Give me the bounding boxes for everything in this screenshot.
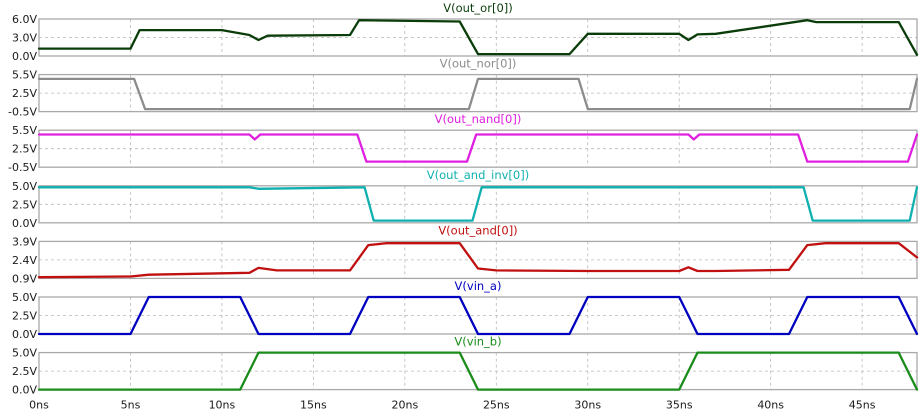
y-tick-label: 0.9V	[12, 272, 37, 285]
y-tick-label: 5.0V	[12, 291, 37, 304]
x-tick-label: 10ns	[209, 399, 236, 412]
trace-line[interactable]	[37, 186, 919, 222]
y-tick-label: 3.9V	[12, 235, 37, 248]
y-tick-label: -0.5V	[8, 106, 37, 119]
x-tick-label: 30ns	[574, 399, 601, 412]
y-tick-label: 2.4V	[12, 254, 37, 267]
trace-title[interactable]: V(out_and_inv[0])	[427, 168, 529, 182]
x-tick-label: 25ns	[483, 399, 510, 412]
waveform-pane-7: 5.0V 2.5V 0.0V V(vin_b)	[12, 335, 919, 397]
waveform-pane-2: 5.5V 2.5V -0.5V V(out_nor[0])	[8, 57, 919, 119]
y-tick-label: 0.0V	[12, 328, 37, 341]
y-tick-label: 2.5V	[12, 365, 37, 378]
y-tick-label: 5.5V	[12, 124, 37, 137]
y-tick-label: 5.0V	[12, 180, 37, 193]
pane-frame	[38, 240, 918, 280]
x-tick-label: 40ns	[757, 399, 784, 412]
x-tick-label: 20ns	[391, 399, 418, 412]
x-tick-label: 5ns	[121, 399, 141, 412]
y-tick-label: 2.5V	[12, 198, 37, 211]
waveform-pane-3: 5.5V 2.5V -0.5V V(out_nand[0])	[8, 112, 919, 174]
y-tick-label: 0.0V	[12, 384, 37, 397]
trace-line[interactable]	[37, 19, 919, 56]
pane-frame	[38, 18, 918, 57]
trace-line[interactable]	[37, 351, 919, 391]
y-tick-label: 5.0V	[12, 347, 37, 360]
trace-line[interactable]	[37, 133, 919, 163]
y-tick-label: 6.0V	[12, 13, 37, 26]
y-tick-label: 2.5V	[12, 310, 37, 323]
trace-line[interactable]	[37, 242, 919, 279]
pane-frame	[38, 129, 918, 168]
trace-line[interactable]	[37, 295, 919, 336]
pane-frame	[38, 73, 918, 113]
waveform-pane-5: 3.9V 2.4V 0.9V V(out_and[0])	[12, 223, 919, 285]
x-tick-label: 0ns	[29, 399, 49, 412]
trace-title[interactable]: V(out_nor[0])	[440, 57, 517, 71]
y-tick-label: 0.0V	[12, 50, 37, 63]
trace-title[interactable]: V(vin_a)	[455, 279, 502, 293]
waveform-pane-4: 5.0V 2.5V 0.0V V(out_and_inv[0])	[12, 168, 919, 230]
y-tick-label: -0.5V	[8, 161, 37, 174]
y-tick-label: 2.5V	[12, 143, 37, 156]
y-tick-label: 5.5V	[12, 69, 37, 82]
x-tick-label: 35ns	[666, 399, 693, 412]
trace-title[interactable]: V(vin_b)	[454, 335, 501, 349]
x-tick-label: 45ns	[849, 399, 876, 412]
trace-title[interactable]: V(out_nand[0])	[435, 112, 522, 126]
y-tick-label: 2.5V	[12, 87, 37, 100]
trace-title[interactable]: V(out_or[0])	[443, 1, 512, 15]
y-tick-label: 3.0V	[12, 32, 37, 45]
trace-title[interactable]: V(out_and[0])	[438, 223, 517, 237]
y-tick-label: 0.0V	[12, 217, 37, 230]
waveform-pane-6: 5.0V 2.5V 0.0V V(vin_a)	[12, 279, 919, 341]
x-axis: 0ns 5ns 10ns 15ns 20ns 25ns 30ns 35ns 40ns 45ns	[29, 399, 876, 412]
trace-line[interactable]	[37, 77, 919, 111]
x-tick-label: 15ns	[300, 399, 327, 412]
waveform-pane-1: 6.0V 3.0V 0.0V V(out_or[0])	[12, 1, 919, 63]
pane-frame	[38, 185, 918, 224]
